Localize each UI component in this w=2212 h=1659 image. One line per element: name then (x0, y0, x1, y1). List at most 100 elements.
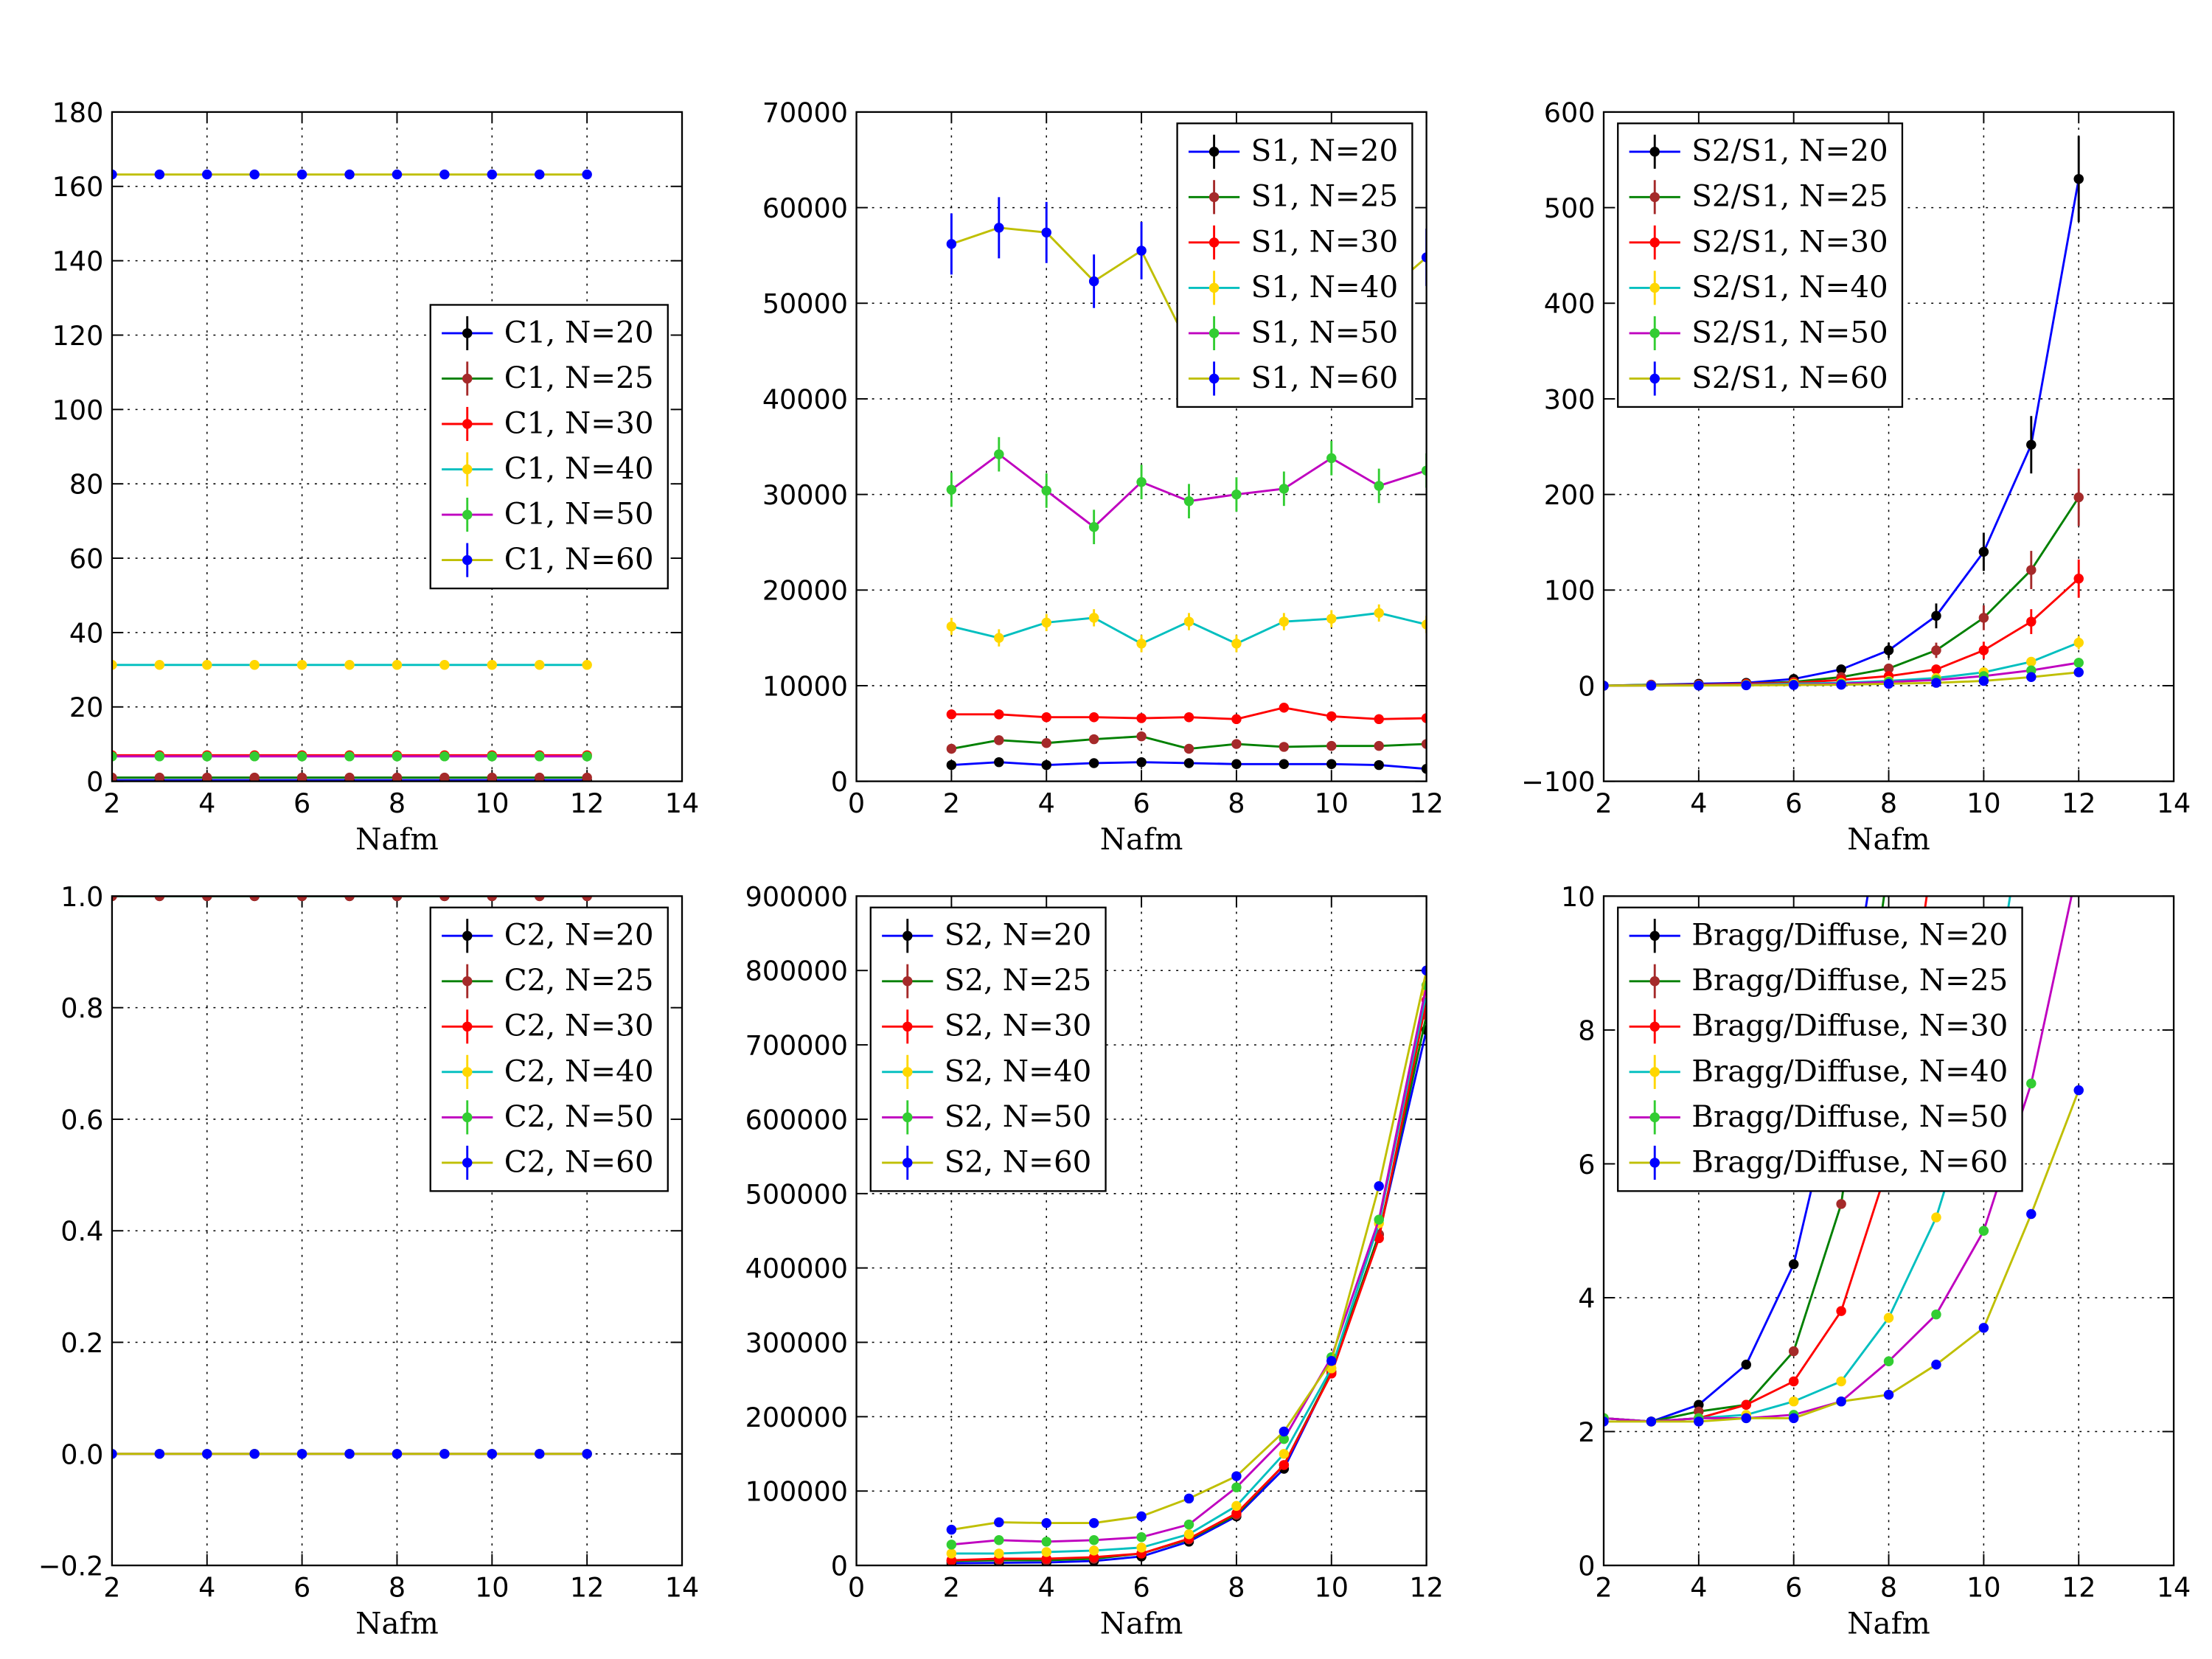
y-tick-label: 0 (831, 1551, 848, 1582)
data-point (1279, 1449, 1290, 1459)
data-point (1279, 703, 1290, 713)
legend-label: S2, N=25 (945, 963, 1092, 998)
legend-label: S1, N=30 (1251, 224, 1399, 259)
legend-swatch (462, 1158, 473, 1168)
data-point (994, 223, 1004, 233)
legend-swatch (902, 1112, 913, 1123)
data-point (1883, 678, 1894, 689)
data-point (1741, 1399, 1751, 1410)
legend-label: S1, N=40 (1251, 270, 1399, 305)
y-tick-label: 100 (52, 394, 104, 426)
legend-label: C1, N=25 (504, 361, 654, 395)
data-point (392, 169, 403, 180)
y-tick-label: 400000 (745, 1253, 848, 1284)
panel: 2 4 6 8 10 12 14 −100 0 100 200 300 400 500 600 Nafm S2/… (1521, 97, 2191, 857)
data-point (1931, 1309, 1941, 1320)
data-point (2074, 356, 2084, 366)
y-tick-label: 0 (831, 766, 848, 798)
x-tick-label: 8 (1228, 1571, 1245, 1603)
legend-label: Bragg/Diffuse, N=20 (1691, 918, 2008, 953)
data-point (1931, 824, 1941, 834)
legend-label: S2, N=20 (945, 918, 1092, 953)
x-tick-label: 6 (1133, 787, 1150, 819)
data-point (111, 169, 117, 180)
data-point (439, 169, 450, 180)
data-point (1136, 639, 1147, 649)
x-tick-label: 14 (2157, 1571, 2191, 1603)
data-point (487, 751, 498, 762)
data-point (1279, 742, 1290, 752)
y-tick-label: 500000 (745, 1178, 848, 1210)
data-point (1374, 1214, 1384, 1225)
data-point (535, 751, 545, 762)
data-point (344, 896, 355, 902)
data-point (1088, 1535, 1099, 1545)
data-point (249, 751, 260, 762)
y-tick-label: 20 (69, 692, 103, 723)
x-tick-label: 4 (198, 1571, 215, 1603)
legend-swatch (462, 509, 473, 520)
x-tick-label: 2 (943, 787, 960, 819)
legend-label: C1, N=60 (504, 542, 654, 577)
legend-swatch (462, 554, 473, 566)
panel: 0 2 4 6 8 10 12 0 100000 200000 300000 400000 500000… (745, 881, 1444, 1641)
data-point (1183, 616, 1194, 627)
legend-swatch (902, 976, 913, 987)
x-axis-label: Nafm (1847, 1606, 1930, 1641)
data-point (154, 1449, 165, 1459)
data-point (1231, 739, 1242, 749)
data-point (202, 1449, 212, 1459)
data-point (1836, 664, 1846, 675)
data-point (1931, 678, 1941, 688)
x-tick-label: 0 (848, 1571, 865, 1603)
data-point (202, 772, 212, 782)
data-point (1183, 758, 1194, 768)
legend-swatch (902, 1021, 913, 1032)
x-tick-label: 14 (665, 787, 699, 819)
x-tick-label: 2 (943, 1571, 960, 1603)
data-point (1183, 1493, 1194, 1504)
y-tick-label: 50000 (762, 288, 848, 320)
y-tick-label: 160 (52, 171, 104, 203)
data-point (392, 751, 403, 762)
data-point (111, 751, 117, 762)
x-tick-label: 10 (1966, 787, 2000, 819)
legend-box (1176, 122, 1413, 408)
legend-label: S2/S1, N=25 (1691, 179, 1888, 214)
data-point (111, 660, 117, 670)
data-point (1788, 1259, 1799, 1270)
x-axis-label: Nafm (1100, 822, 1183, 857)
y-tick-label: 900000 (745, 881, 848, 913)
data-point (1231, 489, 1242, 500)
x-tick-label: 10 (475, 787, 509, 819)
x-tick-label: 8 (1228, 787, 1245, 819)
data-point (1978, 675, 1989, 686)
data-point (1088, 1517, 1099, 1528)
legend-swatch (902, 1158, 913, 1168)
legend-label: Bragg/Diffuse, N=25 (1691, 963, 2008, 998)
data-point (946, 1548, 957, 1559)
data-point (1979, 356, 1989, 366)
data-point (2073, 1085, 2084, 1096)
data-point (1041, 485, 1051, 496)
data-point (1374, 608, 1384, 619)
data-point (154, 660, 165, 670)
data-point (1883, 1389, 1894, 1400)
legend-label: C1, N=30 (504, 406, 654, 440)
data-point (1646, 1416, 1657, 1427)
data-point (392, 896, 403, 902)
y-tick-label: 0.0 (60, 1439, 103, 1470)
y-tick-label: 10 (1561, 881, 1595, 913)
data-point (1421, 465, 1427, 476)
legend-label: C2, N=20 (504, 918, 654, 953)
data-point (1136, 1543, 1147, 1553)
data-point (994, 449, 1004, 459)
plot-frame (855, 895, 1427, 1567)
data-point (1931, 664, 1941, 675)
data-point (2026, 672, 2037, 683)
data-point (1836, 1306, 1846, 1316)
data-point (1183, 1519, 1194, 1530)
data-point (154, 751, 165, 762)
x-tick-label: 10 (1315, 1571, 1349, 1603)
legend-label: S2, N=40 (945, 1054, 1092, 1088)
